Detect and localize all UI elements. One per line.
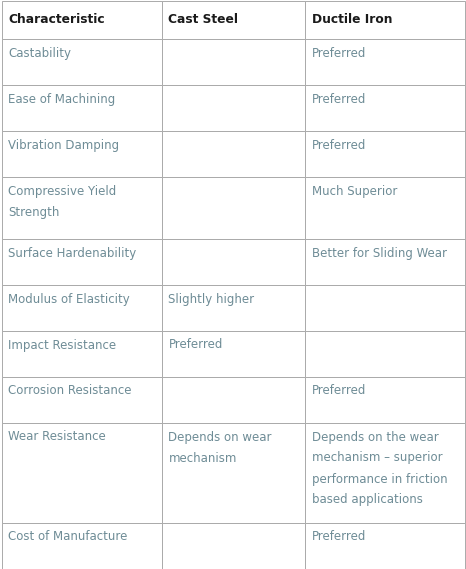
Text: Surface Hardenability: Surface Hardenability <box>8 246 137 259</box>
Bar <box>162 39 304 85</box>
Bar <box>1 176 162 238</box>
Bar <box>162 85 304 130</box>
Bar <box>162 423 304 522</box>
Bar <box>1 423 162 522</box>
Bar <box>162 377 304 423</box>
Text: Depends on the wear
mechanism – superior
performance in friction
based applicati: Depends on the wear mechanism – superior… <box>311 431 447 506</box>
Bar <box>162 331 304 377</box>
Text: Ductile Iron: Ductile Iron <box>311 13 392 26</box>
Bar <box>1 331 162 377</box>
Bar <box>1 39 162 85</box>
Text: Preferred: Preferred <box>169 339 223 352</box>
Bar <box>1 238 162 284</box>
Bar <box>1 85 162 130</box>
Bar <box>304 238 465 284</box>
Bar <box>304 85 465 130</box>
Text: Preferred: Preferred <box>311 385 366 398</box>
Text: Ease of Machining: Ease of Machining <box>8 93 116 105</box>
Bar <box>162 1 304 39</box>
Bar <box>1 284 162 331</box>
Text: Much Superior: Much Superior <box>311 184 397 197</box>
Bar <box>162 130 304 176</box>
Text: Depends on wear
mechanism: Depends on wear mechanism <box>169 431 272 464</box>
Bar <box>162 238 304 284</box>
Text: Better for Sliding Wear: Better for Sliding Wear <box>311 246 446 259</box>
Bar <box>1 377 162 423</box>
Bar <box>162 522 304 568</box>
Text: Preferred: Preferred <box>311 47 366 60</box>
Text: Vibration Damping: Vibration Damping <box>8 138 120 151</box>
Bar <box>1 1 162 39</box>
Bar <box>304 39 465 85</box>
Text: Characteristic: Characteristic <box>8 13 105 26</box>
Text: Cost of Manufacture: Cost of Manufacture <box>8 530 128 543</box>
Text: Castability: Castability <box>8 47 71 60</box>
Bar <box>162 176 304 238</box>
Text: Slightly higher: Slightly higher <box>169 292 254 306</box>
Bar <box>304 377 465 423</box>
Bar <box>162 284 304 331</box>
Text: Corrosion Resistance: Corrosion Resistance <box>8 385 132 398</box>
Bar <box>304 522 465 568</box>
Text: Preferred: Preferred <box>311 530 366 543</box>
Bar <box>1 130 162 176</box>
Text: Preferred: Preferred <box>311 138 366 151</box>
Bar <box>304 284 465 331</box>
Bar <box>304 130 465 176</box>
Bar <box>304 331 465 377</box>
Bar <box>304 176 465 238</box>
Text: Modulus of Elasticity: Modulus of Elasticity <box>8 292 130 306</box>
Text: Wear Resistance: Wear Resistance <box>8 431 106 443</box>
Bar <box>304 423 465 522</box>
Text: Cast Steel: Cast Steel <box>169 13 239 26</box>
Bar <box>1 522 162 568</box>
Text: Compressive Yield
Strength: Compressive Yield Strength <box>8 184 117 218</box>
Text: Preferred: Preferred <box>311 93 366 105</box>
Bar <box>304 1 465 39</box>
Text: Impact Resistance: Impact Resistance <box>8 339 117 352</box>
